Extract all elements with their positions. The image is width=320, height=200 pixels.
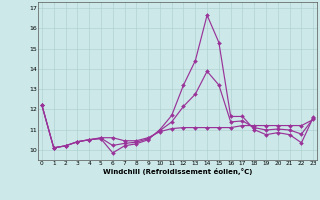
X-axis label: Windchill (Refroidissement éolien,°C): Windchill (Refroidissement éolien,°C) xyxy=(103,168,252,175)
